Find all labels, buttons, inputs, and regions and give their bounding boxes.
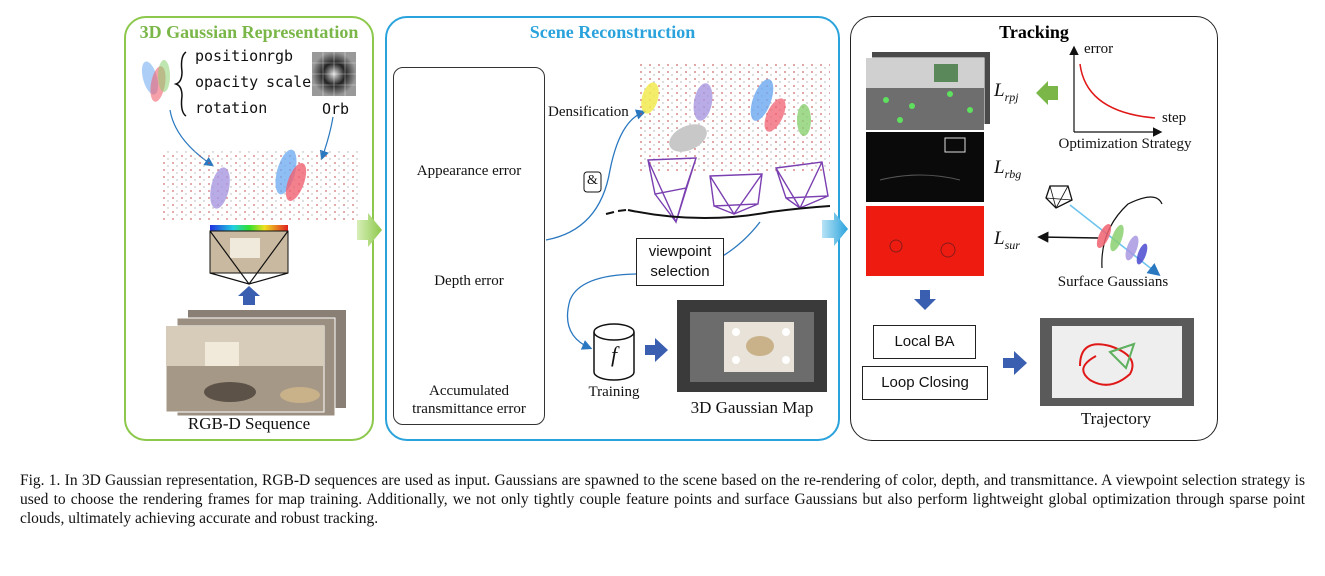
rgb-residual-map (866, 132, 984, 202)
viewpoint-selection-box: viewpoint selection (636, 238, 724, 286)
gaussian-ellipse (210, 167, 230, 209)
tracking-title: Tracking (999, 22, 1069, 42)
loss-rbg: Lrbg (994, 157, 1022, 181)
surface-gaussians-cluster (1045, 185, 1163, 276)
training-symbol: f (610, 342, 618, 367)
attr-rgb: rgb (266, 47, 294, 65)
surface-residual-map (866, 206, 984, 276)
attribute-brace (173, 51, 187, 117)
tracking-panel (850, 16, 1218, 441)
scene-title: Scene Reconstruction (529, 22, 696, 42)
depth-error-label: Depth error (434, 273, 504, 289)
loss-sur: Lsur (994, 228, 1020, 252)
orb-patch-icon (312, 52, 356, 96)
viewpoint-line1: viewpoint (648, 243, 712, 260)
sequence-label: RGB-D Sequence (187, 414, 311, 433)
and-symbol-box (583, 171, 602, 193)
chart-xlabel: step (1162, 110, 1187, 126)
error-decay-chart (1069, 45, 1163, 137)
attribute-gaussians (141, 60, 170, 102)
accumulated-label: Accumulated (429, 383, 509, 399)
trajectory-label: Trajectory (1080, 409, 1152, 428)
trajectory-map (1040, 318, 1194, 406)
right-arrow (1003, 351, 1027, 375)
attr-rotation: rotation (195, 99, 268, 117)
down-arrow (914, 290, 936, 310)
gaussian-ellipse (285, 163, 307, 201)
training-cylinder-icon (593, 323, 635, 381)
loop-closing-box: Loop Closing (862, 366, 988, 400)
gaussian-map-label: 3D Gaussian Map (690, 398, 814, 417)
gaussian-map-render (677, 300, 827, 392)
green-left-arrow (1036, 81, 1058, 105)
representation-title: 3D Gaussian Representation (139, 22, 359, 42)
reprojection-frame-stack (865, 52, 990, 131)
camera-frustum (209, 225, 289, 286)
to-tracking-arrow (822, 212, 848, 246)
densification-label: Densification (548, 104, 629, 120)
optimization-label: Optimization Strategy (1058, 136, 1192, 152)
appearance-error-label: Appearance error (416, 163, 522, 179)
training-label: Training (588, 384, 640, 400)
rgbd-frames (165, 310, 346, 417)
point-cloud (160, 150, 360, 220)
surface-gaussians-label: Surface Gaussians (1057, 274, 1169, 290)
figure-caption: Fig. 1. In 3D Gaussian representation, R… (20, 472, 1305, 527)
loss-rpj: Lrpj (994, 80, 1019, 104)
error-maps-card (393, 67, 545, 425)
chart-ylabel: error (1084, 41, 1114, 57)
local-ba-box: Local BA (873, 325, 976, 359)
transmittance-error-label: transmittance error (412, 401, 526, 417)
to-scene-arrow (357, 213, 382, 247)
orb-label: Orb (322, 100, 350, 118)
up-arrow (238, 286, 260, 305)
attr-scale: scale (266, 73, 312, 91)
attr-opacity: opacity (195, 73, 259, 91)
viewpoint-line2: selection (650, 263, 710, 280)
attr-position: position (195, 47, 268, 65)
and-symbol: & (587, 173, 598, 188)
